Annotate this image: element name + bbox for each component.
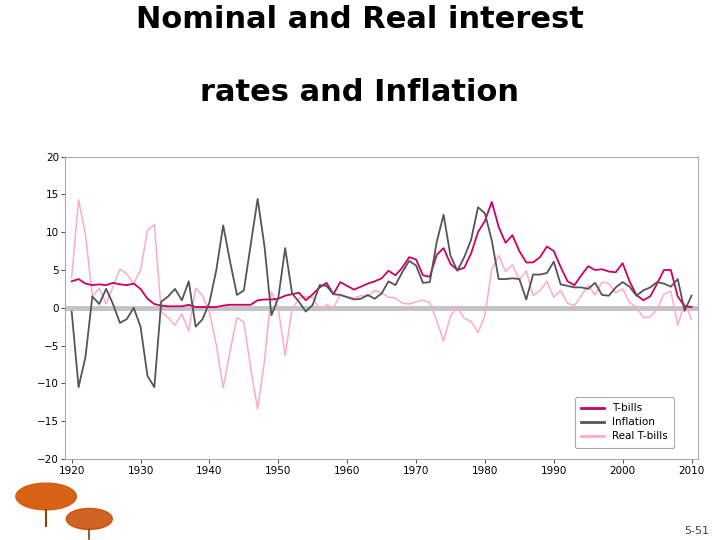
Text: rates and Inflation: rates and Inflation [200, 78, 520, 107]
Legend: T-bills, Inflation, Real T-bills: T-bills, Inflation, Real T-bills [575, 397, 674, 448]
Text: 5-51: 5-51 [684, 525, 709, 536]
Ellipse shape [66, 509, 112, 529]
Text: Nominal and Real interest: Nominal and Real interest [136, 5, 584, 35]
Ellipse shape [16, 483, 76, 510]
